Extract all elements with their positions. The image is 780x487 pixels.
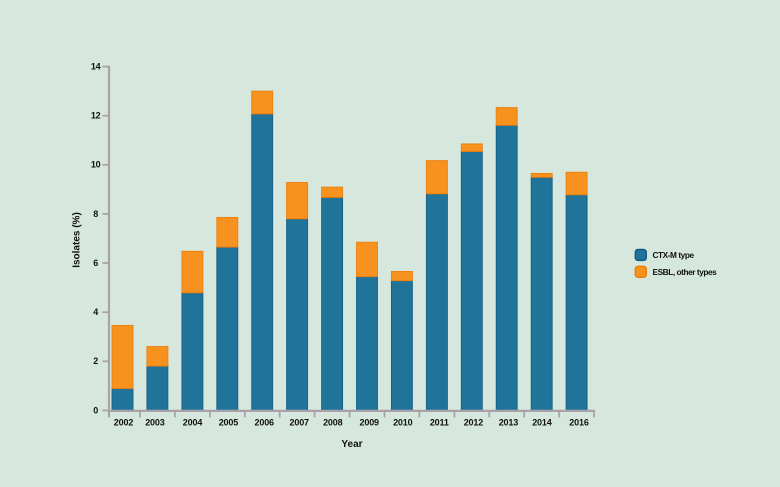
svg-text:Year: Year: [341, 439, 362, 450]
svg-text:2005: 2005: [219, 418, 239, 428]
svg-text:2008: 2008: [323, 418, 343, 428]
svg-text:2007: 2007: [289, 418, 309, 428]
svg-text:2016: 2016: [569, 418, 589, 428]
svg-text:12: 12: [91, 111, 101, 121]
svg-text:0: 0: [93, 405, 98, 415]
svg-text:14: 14: [91, 62, 101, 72]
svg-text:2: 2: [93, 356, 98, 366]
svg-text:2014: 2014: [532, 418, 552, 428]
svg-text:2012: 2012: [464, 418, 484, 428]
svg-text:2002: 2002: [114, 418, 134, 428]
svg-text:2006: 2006: [254, 418, 274, 428]
svg-text:CTX-M type: CTX-M type: [653, 250, 695, 260]
svg-text:10: 10: [91, 160, 101, 170]
svg-text:Isolates (%): Isolates (%): [71, 212, 82, 268]
svg-text:4: 4: [93, 307, 98, 317]
svg-text:2010: 2010: [393, 418, 413, 428]
svg-text:8: 8: [93, 209, 98, 219]
svg-text:2013: 2013: [499, 418, 519, 428]
svg-text:2009: 2009: [359, 418, 379, 428]
svg-text:ESBL, other types: ESBL, other types: [653, 267, 718, 277]
svg-text:2011: 2011: [430, 418, 449, 428]
svg-text:2003: 2003: [145, 418, 165, 428]
svg-text:6: 6: [93, 258, 98, 268]
svg-text:2004: 2004: [183, 418, 203, 428]
